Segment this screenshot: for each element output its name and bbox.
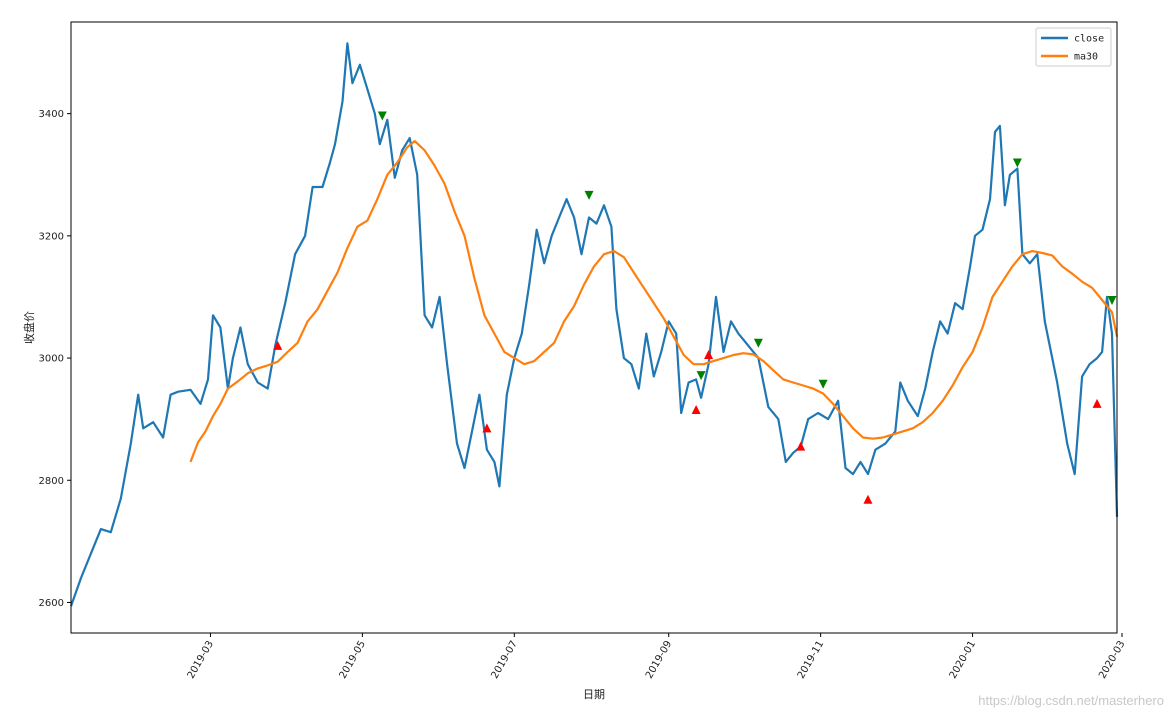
- legend-label-ma30: ma30: [1074, 52, 1098, 63]
- sell-marker: [1012, 158, 1022, 168]
- legend: close ma30: [1035, 27, 1112, 67]
- buy-marker: [1092, 398, 1102, 408]
- y-tick-label: 3200: [39, 231, 64, 242]
- x-tick-label: 2019-09: [644, 639, 674, 681]
- series-line-close: [69, 42, 1119, 607]
- sell-marker: [377, 111, 387, 121]
- x-axis-label: 日期: [583, 688, 605, 701]
- plot-markers: [273, 111, 1117, 504]
- x-tick-label: 2019-11: [796, 639, 826, 681]
- y-axis: 2600 2800 3000 3200 3400: [39, 109, 71, 609]
- buy-marker: [796, 441, 806, 451]
- buy-marker: [273, 340, 283, 350]
- x-tick-label: 2020-01: [948, 639, 978, 681]
- x-tick-label: 2019-05: [338, 639, 368, 681]
- y-tick-label: 3400: [39, 109, 64, 120]
- y-tick-label: 2800: [39, 476, 64, 487]
- y-tick-label: 2600: [39, 598, 64, 609]
- plot-frame: [70, 21, 1118, 634]
- buy-marker: [691, 404, 701, 414]
- plot-lines: [69, 42, 1119, 607]
- x-axis: 2019-03 2019-05 2019-07 2019-09 2019-11 2020-…: [186, 633, 1128, 681]
- x-tick-label: 2020-03: [1097, 639, 1127, 681]
- sell-marker: [818, 379, 828, 389]
- buy-marker: [863, 494, 873, 504]
- series-line-ma30: [189, 140, 1119, 463]
- buy-marker: [482, 423, 492, 433]
- sell-marker: [753, 338, 763, 348]
- y-tick-label: 3000: [39, 354, 64, 365]
- x-tick-label: 2019-03: [186, 639, 216, 681]
- x-tick-label: 2019-07: [489, 639, 519, 681]
- sell-marker: [696, 371, 706, 381]
- watermark: https://blog.csdn.net/masterhero: [978, 693, 1164, 708]
- sell-marker: [584, 190, 594, 200]
- sell-marker: [1107, 296, 1117, 306]
- y-axis-label: 收盘价: [22, 311, 36, 344]
- buy-marker: [704, 349, 714, 359]
- legend-label-close: close: [1074, 34, 1104, 45]
